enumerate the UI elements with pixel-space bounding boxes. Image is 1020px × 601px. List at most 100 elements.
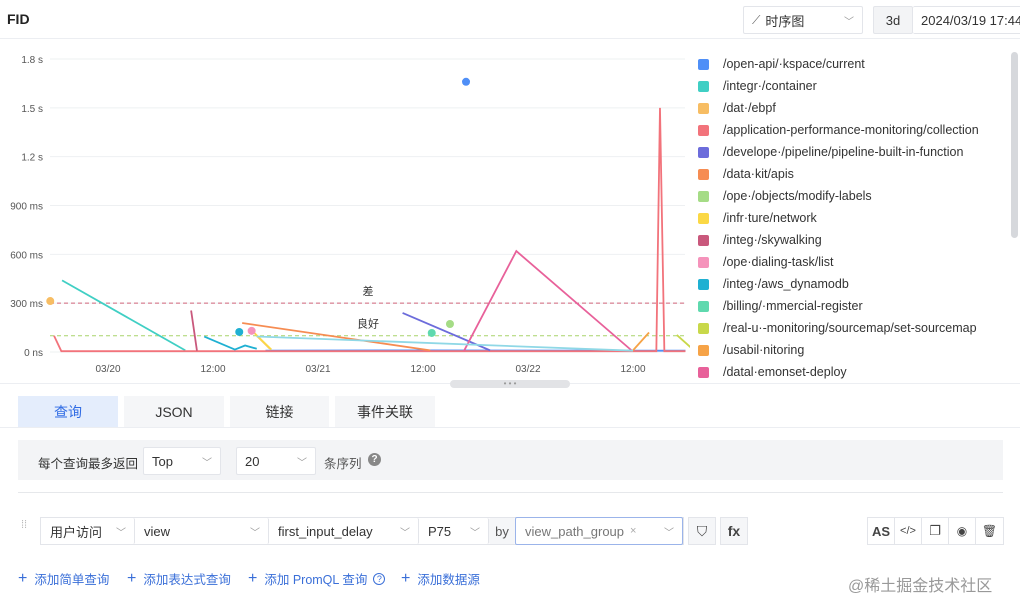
legend-item[interactable]: /ope·/objects/modify-labels — [698, 185, 1008, 207]
chart-resize-handle[interactable]: • • • — [450, 380, 570, 388]
legend-label: /application-performance-monitoring/coll… — [723, 123, 979, 137]
filter-icon: ⛉ — [696, 522, 708, 539]
divider — [0, 427, 1020, 428]
legend-item[interactable]: /integr·/container — [698, 75, 1008, 97]
legend-item[interactable]: /datal·emonset-deploy — [698, 361, 1008, 383]
source-select[interactable]: 用户访问 ﹀ — [41, 518, 135, 544]
line-chart-icon: ⟋ — [752, 12, 761, 27]
legend-swatch — [698, 168, 709, 180]
data-point — [247, 326, 256, 335]
tab-json[interactable]: JSON — [124, 396, 224, 427]
divider — [18, 492, 1003, 493]
legend-scrollbar[interactable] — [1011, 52, 1018, 238]
legend-label: /develope·/pipeline/pipeline-built-in-fu… — [723, 145, 964, 159]
by-label: by — [489, 518, 515, 544]
legend-item[interactable]: /integ·/skywalking — [698, 229, 1008, 251]
data-point — [46, 297, 55, 306]
legend-item[interactable]: /ope·dialing-task/list — [698, 251, 1008, 273]
copy-button[interactable]: ❐ — [922, 518, 949, 544]
plus-icon: + — [18, 569, 28, 587]
limit-count-select[interactable]: 20 ﹀ — [236, 447, 316, 475]
series-line — [242, 322, 431, 352]
help-icon[interactable]: ? — [373, 572, 386, 585]
legend-item[interactable]: /develope·/pipeline/pipeline-built-in-fu… — [698, 141, 1008, 163]
legend-item[interactable]: /billing/·mmercial-register — [698, 295, 1008, 317]
legend-item[interactable]: /dat·/ebpf — [698, 97, 1008, 119]
alias-button[interactable]: AS — [868, 518, 895, 544]
y-tick-label: 1.5 s — [21, 104, 43, 115]
legend-item[interactable]: /open-api/·kspace/current — [698, 53, 1008, 75]
tab-event[interactable]: 事件关联 — [335, 396, 435, 427]
legend-item[interactable]: /application-performance-monitoring/coll… — [698, 119, 1008, 141]
legend-label: /dat·/ebpf — [723, 101, 776, 115]
add-promql-query[interactable]: + 添加 PromQL 查询? — [248, 569, 386, 588]
trash-icon: 🗑 — [981, 524, 998, 538]
add-simple-query-label: 添加简单查询 — [34, 573, 110, 587]
time-range-picker[interactable]: 2024/03/19 17:44: — [913, 6, 1020, 34]
legend-label: /infr·ture/network — [723, 211, 817, 225]
visibility-button[interactable]: ◉ — [949, 518, 976, 544]
add-expression-query-label: 添加表达式查询 — [143, 573, 231, 587]
remove-tag-icon[interactable]: × — [630, 525, 637, 537]
legend-swatch — [698, 80, 709, 92]
add-datasource[interactable]: + 添加数据源 — [401, 569, 480, 588]
legend-item[interactable]: /usabil·nitoring — [698, 339, 1008, 361]
group-by-select[interactable]: view_path_group × ﹀ — [515, 517, 683, 545]
code-icon: </> — [900, 525, 916, 537]
chevron-down-icon: ﹀ — [664, 527, 674, 539]
drag-handle-icon[interactable]: ⁞⁞ — [21, 519, 28, 531]
series-line — [632, 331, 650, 351]
chart-type-value: 时序图 — [765, 13, 805, 29]
legend-label: /open-api/·kspace/current — [723, 57, 865, 71]
plus-icon: + — [127, 569, 137, 587]
y-tick-label: 900 ms — [10, 202, 43, 213]
aggregation-select[interactable]: P75 ﹀ — [419, 518, 489, 544]
data-point — [445, 320, 454, 329]
x-tick-label: 12:00 — [620, 364, 645, 375]
limit-mode-select[interactable]: Top ﹀ — [143, 447, 221, 475]
legend-item[interactable]: /infr·ture/network — [698, 207, 1008, 229]
series-line — [676, 334, 690, 348]
legend-swatch — [698, 344, 709, 356]
legend-label: /billing/·mmercial-register — [723, 299, 863, 313]
legend-swatch — [698, 58, 709, 70]
watermark: @稀土掘金技术社区 — [848, 578, 993, 595]
legend-item[interactable]: /data·kit/apis — [698, 163, 1008, 185]
function-button[interactable]: fx — [720, 517, 748, 545]
y-tick-label: 300 ms — [10, 299, 43, 310]
chevron-down-icon: ﹀ — [844, 16, 854, 28]
legend-item[interactable]: /real-u·-monitoring/sourcemap/set-source… — [698, 317, 1008, 339]
help-icon[interactable]: ? — [368, 453, 381, 466]
legend-swatch — [698, 146, 709, 158]
chevron-down-icon: ﹀ — [470, 527, 480, 539]
legend-swatch — [698, 124, 709, 136]
add-simple-query[interactable]: + 添加简单查询 — [18, 569, 109, 588]
tab-query[interactable]: 查询 — [18, 396, 118, 427]
tab-link[interactable]: 链接 — [230, 396, 329, 427]
legend-label: /usabil·nitoring — [723, 343, 805, 357]
code-button[interactable]: </> — [895, 518, 922, 544]
x-tick-label: 03/20 — [95, 364, 120, 375]
query-builder: 用户访问 ﹀ view ﹀ first_input_delay ﹀ P75 ﹀ by v… — [40, 517, 684, 545]
range-button[interactable]: 3d — [873, 6, 913, 34]
add-datasource-label: 添加数据源 — [417, 573, 480, 587]
chevron-down-icon: ﹀ — [400, 527, 410, 539]
delete-button[interactable]: 🗑 — [976, 518, 1003, 544]
aggregation-value: P75 — [428, 523, 452, 539]
query-actions: AS </> ❐ ◉ 🗑 — [867, 517, 1004, 545]
data-point — [462, 77, 471, 86]
y-tick-label: 1.8 s — [21, 55, 43, 66]
legend-swatch — [698, 190, 709, 202]
legend-item[interactable]: /integ·/aws_dynamodb — [698, 273, 1008, 295]
measurement-select[interactable]: view ﹀ — [135, 518, 269, 544]
chart-type-select[interactable]: ⟋ 时序图 ﹀ — [743, 6, 863, 34]
legend-swatch — [698, 366, 709, 378]
y-tick-label: 1.2 s — [21, 153, 43, 164]
field-value: first_input_delay — [278, 523, 373, 539]
add-expression-query[interactable]: + 添加表达式查询 — [127, 569, 231, 588]
filter-button[interactable]: ⛉ — [688, 517, 716, 545]
divider — [0, 38, 1020, 39]
field-select[interactable]: first_input_delay ﹀ — [269, 518, 419, 544]
limit-label: 每个查询最多返回 — [38, 457, 139, 471]
limit-suffix: 条序列 — [324, 457, 362, 471]
